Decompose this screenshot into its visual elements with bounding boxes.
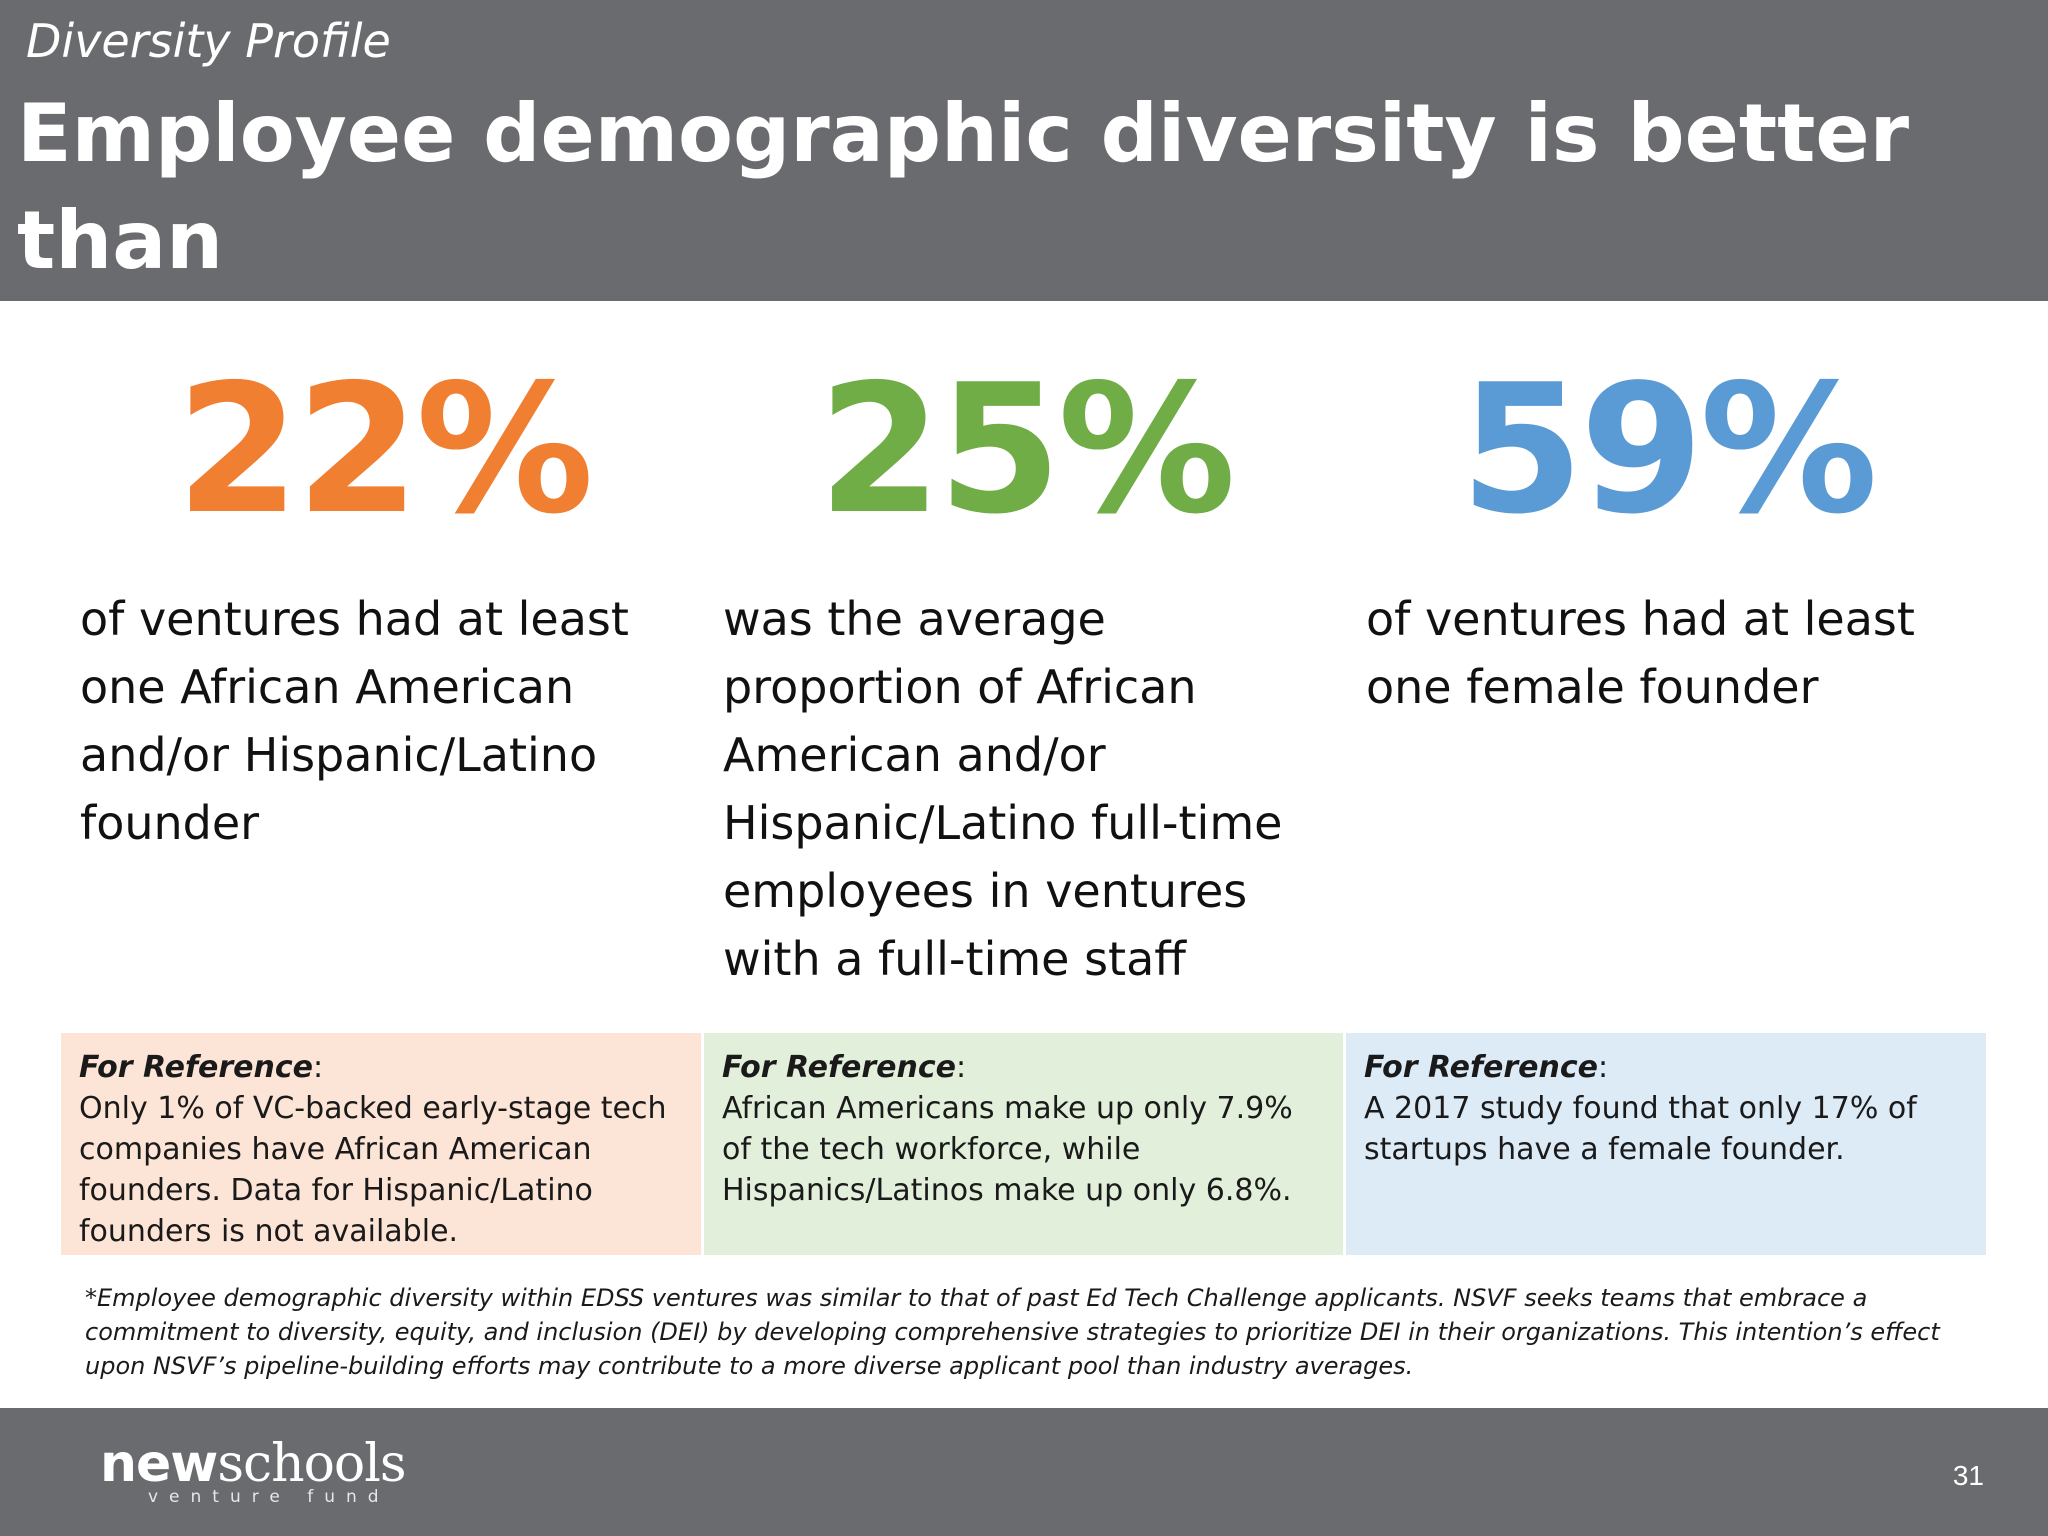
stat-value-founders-aa-hl: 22% [175, 346, 594, 553]
reference-heading: For Reference: [79, 1050, 324, 1085]
reference-text: African Americans make up only 7.9% of t… [722, 1091, 1293, 1208]
reference-box-founders-aa-hl: For Reference: Only 1% of VC-backed earl… [61, 1033, 701, 1255]
slide-title-line-1: Employee demographic diversity is better… [17, 87, 1910, 287]
section-label: Diversity Profile [26, 14, 391, 68]
page-number: 31 [1952, 1460, 1984, 1491]
reference-text: A 2017 study found that only 17% of star… [1364, 1091, 1917, 1167]
reference-heading: For Reference: [1364, 1050, 1609, 1085]
logo-wordmark: newschools [100, 1434, 407, 1494]
logo-subtitle: venture fund [148, 1487, 390, 1507]
reference-heading: For Reference: [722, 1050, 967, 1085]
stat-value-female-founder: 59% [1459, 346, 1878, 553]
stat-description-founders-aa-hl: of ventures had at least one African Ame… [80, 592, 629, 850]
reference-label: For Reference [722, 1050, 956, 1085]
reference-box-female-founder: For Reference: A 2017 study found that o… [1346, 1033, 1986, 1255]
reference-box-employees-aa-hl: For Reference: African Americans make up… [704, 1033, 1343, 1255]
slide-title: Employee demographic diversity is better… [17, 80, 2017, 401]
reference-text: Only 1% of VC-backed early-stage tech co… [79, 1091, 667, 1249]
reference-label: For Reference [1364, 1050, 1598, 1085]
stat-description-female-founder: of ventures had at least one female foun… [1366, 592, 1915, 714]
stat-value-employees-aa-hl: 25% [817, 346, 1236, 553]
newschools-logo: newschools venture fund [100, 1434, 407, 1507]
footer-bar: newschools venture fund 31 [0, 1408, 2048, 1536]
reference-label: For Reference [79, 1050, 313, 1085]
header-banner: Diversity Profile Employee demographic d… [0, 0, 2048, 394]
footnote: *Employee demographic diversity within E… [85, 1284, 1940, 1380]
slide-title-line-2: industry averages [17, 301, 834, 394]
stat-description-employees-aa-hl: was the average proportion of African Am… [723, 592, 1283, 986]
